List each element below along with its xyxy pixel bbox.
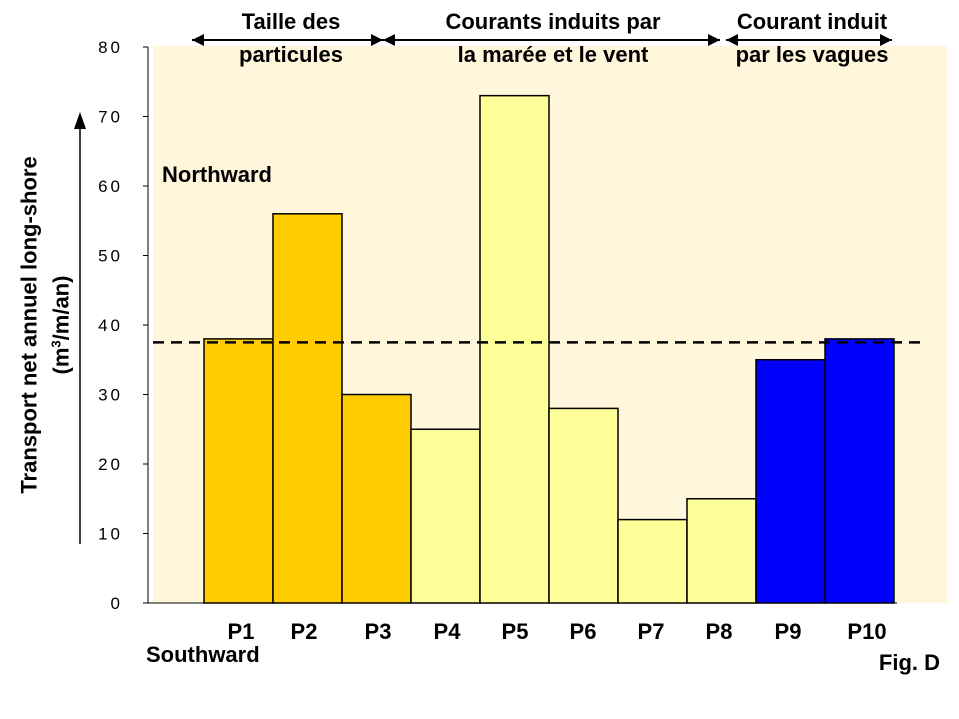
group-label-line2: particules: [239, 42, 343, 67]
y-tick-label: 80: [98, 38, 123, 57]
group-arrow-head-left: [383, 34, 395, 46]
x-tick-label: P2: [291, 619, 318, 644]
y-tick-label: 10: [98, 525, 123, 544]
y-tick-label: 0: [111, 594, 123, 613]
x-tick-label: P4: [434, 619, 462, 644]
y-tick-label: 50: [98, 247, 123, 266]
x-tick-label: P5: [502, 619, 529, 644]
group-label-line2: par les vagues: [736, 42, 889, 67]
group-arrow-head-right: [880, 34, 892, 46]
y-tick-label: 30: [98, 386, 123, 405]
group-arrow-head-left: [726, 34, 738, 46]
y-tick-label: 60: [98, 177, 123, 196]
group-label-line1: Courant induit: [737, 9, 888, 34]
x-tick-label: P3: [365, 619, 392, 644]
x-tick-label: P6: [570, 619, 597, 644]
y-tick-label: 20: [98, 455, 123, 474]
bar-p6: [548, 407, 619, 604]
x-tick-label: P9: [775, 619, 802, 644]
bar-p4: [410, 428, 481, 604]
y-tick-label: 70: [98, 108, 123, 127]
bar-p2: [272, 213, 343, 604]
bar-p3: [341, 393, 412, 604]
x-tick-label: P1: [228, 619, 255, 644]
y-axis-label-line2: (m3/m/an): [48, 275, 74, 375]
bar-p5: [479, 94, 550, 604]
x-tick-label: P7: [638, 619, 665, 644]
y-tick-label: 40: [98, 316, 123, 335]
group-label-line2: la marée et le vent: [458, 42, 649, 67]
y-axis-arrow-head: [74, 112, 86, 129]
bar-p10: [824, 338, 895, 604]
group-arrow-head-right: [371, 34, 383, 46]
group-arrow-head-right: [708, 34, 720, 46]
group-label-line1: Courants induits par: [445, 9, 661, 34]
northward-annotation: Northward: [162, 162, 272, 187]
bar-p9: [755, 359, 826, 604]
x-tick-label: P10: [847, 619, 886, 644]
figure-label: Fig. D: [879, 650, 940, 675]
southward-annotation: Southward: [146, 642, 260, 667]
x-tick-label: P8: [706, 619, 733, 644]
bar-p8: [686, 498, 757, 604]
y-axis-label: Transport net annuel long-shore (m3/m/an…: [15, 156, 74, 493]
group-label-line1: Taille des: [242, 9, 341, 34]
bar-p1: [203, 338, 274, 604]
bar-p7: [617, 518, 688, 604]
group-arrow-head-left: [192, 34, 204, 46]
y-axis-label-line1: Transport net annuel long-shore: [16, 156, 42, 494]
